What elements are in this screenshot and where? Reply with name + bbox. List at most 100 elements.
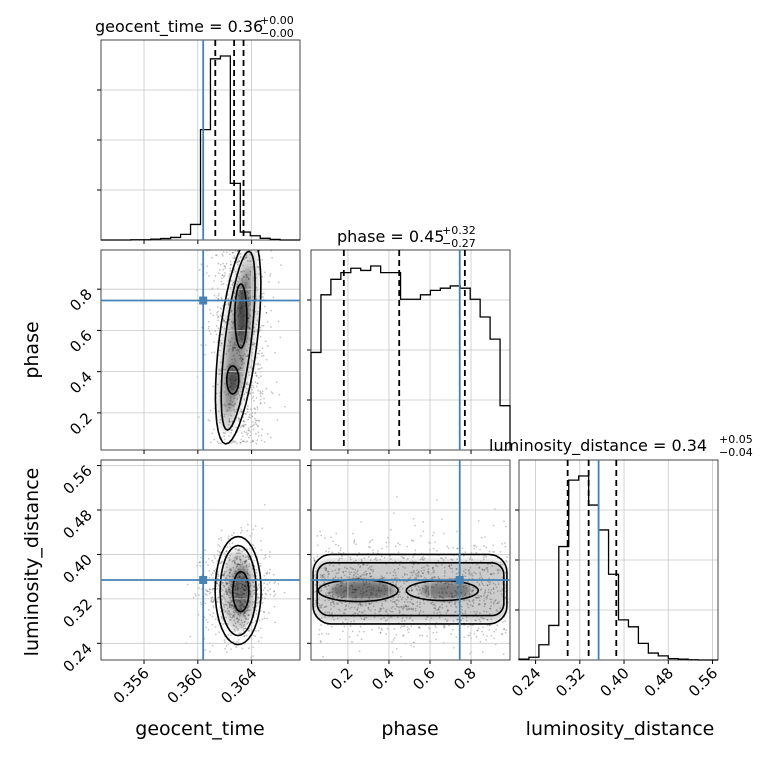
- scatter-point: [257, 389, 260, 392]
- contour-middle: [316, 561, 505, 617]
- scatter-point: [267, 589, 269, 592]
- scatter-point: [254, 630, 257, 632]
- tick-label-y-phase: 0.6: [66, 327, 96, 357]
- scatter-point: [256, 604, 258, 607]
- scatter-point: [234, 257, 236, 260]
- scatter-point: [252, 544, 255, 547]
- scatter-point: [222, 318, 225, 320]
- scatter-point: [234, 548, 237, 550]
- xlabel-phase: phase: [381, 718, 438, 740]
- scatter-point: [503, 620, 506, 622]
- scatter-point: [214, 274, 217, 277]
- scatter-point: [228, 275, 231, 278]
- scatter-point: [412, 556, 414, 558]
- scatter-point: [217, 294, 220, 297]
- scatter-point: [468, 558, 471, 561]
- scatter-point: [229, 270, 232, 272]
- scatter-point: [494, 643, 497, 646]
- scatter-point: [353, 540, 356, 543]
- scatter-point: [316, 544, 319, 547]
- scatter-point: [313, 559, 316, 562]
- scatter-point: [232, 532, 235, 534]
- scatter-point: [220, 333, 223, 336]
- scatter-point: [269, 593, 272, 596]
- hist-panel-geocent_time: [100, 39, 301, 241]
- scatter-point: [248, 392, 251, 395]
- scatter-point: [412, 517, 415, 520]
- scatter-point: [268, 581, 271, 584]
- scatter-point: [231, 252, 234, 254]
- scatter-point: [261, 275, 264, 278]
- ylabel-luminosity-distance: luminosity_distance: [21, 468, 43, 657]
- scatter-point: [482, 662, 484, 664]
- scatter-point: [355, 543, 357, 546]
- title-geocent-time: geocent_time = 0.36: [95, 17, 263, 37]
- scatter-point: [207, 608, 210, 611]
- scatter-point: [261, 593, 264, 596]
- scatter-point: [242, 420, 245, 423]
- scatter-point: [272, 573, 275, 576]
- scatter-point: [217, 297, 220, 300]
- scatter-point: [247, 432, 249, 435]
- tick-label-x-luminosity_distance: 0.24: [508, 664, 544, 700]
- contour-middle: [219, 544, 257, 637]
- scatter-point: [337, 544, 340, 547]
- scatter-point: [486, 624, 489, 627]
- scatter-point: [244, 424, 247, 426]
- density-blob: [315, 560, 506, 622]
- scatter-point: [228, 273, 231, 275]
- scatter-point: [266, 433, 269, 435]
- scatter-point: [251, 440, 254, 443]
- scatter-point: [248, 547, 251, 550]
- scatter-point: [242, 440, 245, 443]
- scatter-point: [258, 376, 260, 379]
- scatter-point: [476, 629, 479, 632]
- scatter-point: [266, 583, 269, 586]
- scatter-point: [275, 381, 278, 384]
- scatter-point: [224, 267, 227, 270]
- scatter-point: [238, 260, 240, 263]
- scatter-point: [230, 442, 233, 444]
- scatter-point: [231, 534, 234, 537]
- scatter-point: [330, 536, 333, 539]
- scatter-point: [212, 606, 215, 609]
- scatter-point: [316, 555, 319, 558]
- scatter-point: [252, 528, 255, 531]
- scatter-point: [268, 281, 270, 283]
- scatter-point: [194, 593, 196, 595]
- scatter-point: [212, 604, 215, 607]
- scatter-point: [252, 391, 254, 394]
- scatter-point: [256, 424, 259, 427]
- scatter-point: [221, 274, 224, 277]
- scatter-point: [215, 581, 218, 583]
- scatter-point: [468, 634, 471, 637]
- scatter-point: [212, 577, 214, 579]
- scatter-point: [479, 548, 481, 551]
- scatter-point: [483, 545, 486, 547]
- scatter-point: [238, 418, 241, 421]
- scatter-point: [260, 367, 263, 369]
- scatter-point: [234, 257, 236, 259]
- scatter-point: [488, 628, 491, 631]
- scatter-point: [456, 530, 459, 533]
- scatter-point: [242, 247, 244, 249]
- scatter-point: [222, 268, 225, 271]
- scatter-point: [233, 441, 236, 444]
- scatter-point: [264, 340, 267, 343]
- scatter-point: [339, 638, 341, 641]
- scatter-point: [225, 251, 228, 254]
- scatter-point: [220, 536, 222, 539]
- scatter-point: [243, 634, 246, 637]
- title-luminosity-distance-minus: −0.04: [719, 446, 753, 459]
- scatter-point: [229, 260, 232, 263]
- scatter-point: [271, 256, 274, 259]
- scatter-point: [211, 432, 214, 435]
- title-geocent-time-minus: −0.00: [260, 27, 294, 40]
- scatter-point: [200, 263, 203, 266]
- scatter-point: [334, 543, 337, 546]
- scatter-point: [255, 601, 258, 604]
- xlabel-luminosity-distance: luminosity_distance: [526, 718, 715, 740]
- scatter-point: [205, 272, 208, 274]
- tick-label-x-luminosity_distance: 0.48: [641, 664, 677, 700]
- scatter-point: [476, 629, 478, 632]
